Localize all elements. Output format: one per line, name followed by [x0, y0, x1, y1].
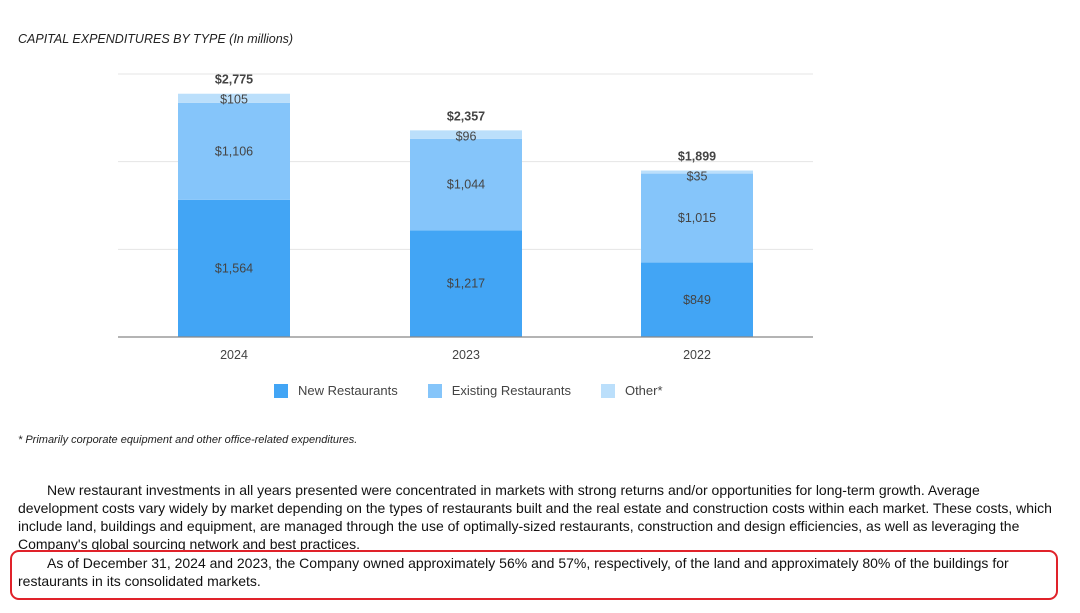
total-label-2024: $2,775 — [215, 73, 253, 87]
bar-segment-existing-restaurants-2023 — [410, 138, 522, 231]
x-tick-label-2023: 2023 — [452, 348, 480, 362]
bar-segment-other-2024 — [178, 93, 290, 103]
legend-item-other: Other* — [600, 383, 663, 398]
bar-segment-existing-restaurants-2024 — [178, 102, 290, 200]
x-tick-label-2024: 2024 — [220, 348, 248, 362]
capex-stacked-bar-chart: $1,564 $1,106 $105 $2,775 2024 $1,217 $1,044 $9… — [118, 73, 813, 362]
total-label-2023: $2,357 — [447, 109, 485, 123]
legend-swatch-existing-restaurants — [427, 383, 442, 398]
paragraph-ownership: As of December 31, 2024 and 2023, the Co… — [18, 555, 1009, 589]
legend-label-other: Other* — [624, 383, 663, 398]
chart-legend: New Restaurants Existing Restaurants Oth… — [274, 383, 663, 398]
legend-label-new-restaurants: New Restaurants — [298, 383, 398, 398]
data-label-existing-restaurants-2024: $1,106 — [215, 144, 253, 158]
data-label-other-2024: $105 — [220, 93, 248, 107]
data-label-new-restaurants-2023: $1,217 — [447, 277, 485, 291]
bar-segment-other-2022 — [641, 170, 753, 174]
bar-segment-existing-restaurants-2022 — [641, 173, 753, 263]
x-tick-label-2022: 2022 — [683, 348, 711, 362]
highlight-box — [10, 550, 1058, 600]
data-label-existing-restaurants-2022: $1,015 — [678, 211, 716, 225]
bar-segment-new-restaurants-2024 — [178, 199, 290, 337]
bar-segment-other-2023 — [410, 130, 522, 139]
data-label-other-2023: $96 — [456, 129, 477, 143]
bar-segment-new-restaurants-2022 — [641, 262, 753, 337]
chart-footnote: * Primarily corporate equipment and othe… — [18, 434, 358, 446]
legend-item-existing-restaurants: Existing Restaurants — [427, 383, 571, 398]
legend-swatch-other — [600, 383, 615, 398]
bar-segment-new-restaurants-2023 — [410, 230, 522, 337]
legend-item-new-restaurants: New Restaurants — [274, 383, 398, 398]
legend-label-existing-restaurants: Existing Restaurants — [451, 383, 571, 398]
data-label-new-restaurants-2024: $1,564 — [215, 261, 253, 275]
chart-title: CAPITAL EXPENDITURES BY TYPE (In million… — [18, 32, 294, 46]
paragraph-investments: New restaurant investments in all years … — [18, 482, 1052, 552]
data-label-new-restaurants-2022: $849 — [683, 293, 711, 307]
legend-swatch-new-restaurants — [274, 383, 288, 398]
total-label-2022: $1,899 — [678, 150, 716, 164]
data-label-other-2022: $35 — [687, 170, 708, 184]
data-label-existing-restaurants-2023: $1,044 — [447, 178, 485, 192]
